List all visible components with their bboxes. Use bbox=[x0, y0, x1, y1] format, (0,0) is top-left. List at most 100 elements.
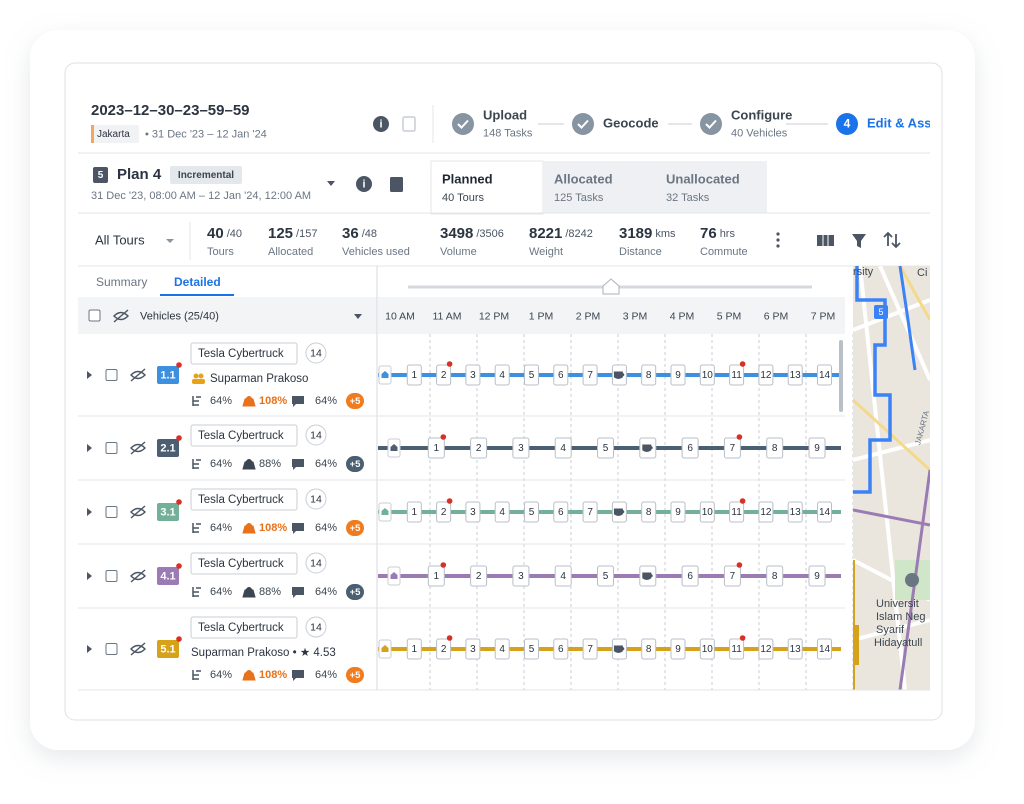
stop-number: 6 bbox=[687, 571, 693, 582]
break-icon bbox=[614, 509, 624, 516]
stat-value: 3189kms bbox=[619, 225, 676, 242]
info-icon: i bbox=[379, 118, 382, 130]
stop-alert bbox=[441, 434, 447, 440]
stat-total: /48 bbox=[362, 228, 377, 240]
comment-rate: 64% bbox=[315, 522, 337, 534]
task-count: 14 bbox=[310, 621, 322, 633]
row-checkbox[interactable] bbox=[106, 443, 117, 454]
tour-alert bbox=[176, 563, 182, 569]
vehicles-count: Vehicles (25/40) bbox=[140, 310, 219, 322]
stop-number: 10 bbox=[702, 370, 714, 381]
menu-dot[interactable] bbox=[776, 244, 779, 247]
stop-number: 13 bbox=[790, 644, 802, 655]
map-label: Syarif bbox=[876, 624, 905, 636]
stop-alert bbox=[740, 498, 746, 504]
stop-number: 14 bbox=[819, 644, 831, 655]
select-all[interactable] bbox=[89, 310, 100, 321]
stat-total: hrs bbox=[720, 228, 736, 240]
menu-dot[interactable] bbox=[776, 238, 779, 241]
row-checkbox[interactable] bbox=[106, 571, 117, 582]
row-checkbox[interactable] bbox=[106, 644, 117, 655]
tour-alert bbox=[176, 362, 182, 368]
stop-number: 3 bbox=[470, 644, 476, 655]
plan-edit-button[interactable] bbox=[390, 177, 403, 192]
stop-number: 14 bbox=[819, 507, 831, 518]
subtab-underline bbox=[160, 294, 234, 296]
stop-number: 8 bbox=[772, 443, 778, 454]
map-poi bbox=[905, 573, 919, 587]
stop-alert bbox=[447, 498, 453, 504]
task-count: 14 bbox=[310, 347, 322, 359]
driver-icon bbox=[192, 379, 205, 384]
stat-number: 8221 bbox=[529, 225, 562, 242]
stat-label: Volume bbox=[440, 246, 477, 258]
stat-label: Weight bbox=[529, 246, 563, 258]
plan-dates: 31 Dec '23, 08:00 AM – 12 Jan '24, 12:00… bbox=[91, 190, 311, 202]
stat-label: Allocated bbox=[268, 246, 313, 258]
stop-number: 5 bbox=[603, 443, 609, 454]
stop-number: 2 bbox=[476, 443, 482, 454]
columns-button[interactable] bbox=[817, 235, 834, 246]
tour-alert bbox=[176, 435, 182, 441]
city: Jakarta bbox=[97, 129, 130, 140]
scrollbar[interactable] bbox=[839, 340, 843, 412]
extra-count: +5 bbox=[350, 396, 362, 407]
stop-number: 9 bbox=[675, 507, 681, 518]
stop-alert bbox=[447, 635, 453, 641]
tab-active[interactable] bbox=[431, 161, 543, 214]
stop-number: 3 bbox=[518, 443, 524, 454]
stop-number: 12 bbox=[760, 370, 772, 381]
stop-number: 5 bbox=[529, 644, 535, 655]
stop-alert bbox=[441, 562, 447, 568]
task-count: 14 bbox=[310, 429, 322, 441]
driver-icon bbox=[194, 374, 199, 379]
map-label: 5 bbox=[878, 307, 883, 317]
step-detail: 40 Vehicles bbox=[731, 127, 788, 139]
stop-number: 8 bbox=[646, 507, 652, 518]
row-checkbox[interactable] bbox=[106, 507, 117, 518]
tab-detail: 32 Tasks bbox=[666, 192, 710, 204]
plan-name: Plan 4 bbox=[117, 166, 162, 183]
tab[interactable] bbox=[543, 161, 655, 213]
task-count: 14 bbox=[310, 557, 322, 569]
step-circle-done[interactable] bbox=[572, 113, 594, 135]
stat-number: 3498 bbox=[440, 225, 473, 242]
step-detail: 148 Tasks bbox=[483, 127, 533, 139]
step-circle-done[interactable] bbox=[452, 113, 474, 135]
tour-id: 4.1 bbox=[160, 570, 175, 582]
stat-total: /157 bbox=[296, 228, 317, 240]
time-label: 2 PM bbox=[576, 310, 601, 322]
stop-number: 4 bbox=[499, 644, 505, 655]
stat-value: 8221/8242 bbox=[529, 225, 593, 242]
stop-number: 6 bbox=[687, 443, 693, 454]
stop-number: 1 bbox=[412, 370, 418, 381]
step-label-active: Edit & Assi bbox=[867, 115, 935, 130]
break-icon bbox=[643, 573, 653, 580]
break-icon bbox=[643, 445, 653, 452]
utilization: 64% bbox=[210, 669, 232, 681]
utilization: 64% bbox=[210, 395, 232, 407]
date-range: • 31 Dec '23 – 12 Jan '24 bbox=[145, 128, 267, 140]
subtab-active[interactable]: Detailed bbox=[174, 275, 221, 289]
subtab[interactable]: Summary bbox=[96, 275, 147, 289]
stop-number: 4 bbox=[560, 443, 566, 454]
row-checkbox[interactable] bbox=[106, 370, 117, 381]
vehicle-name: Tesla Cybertruck bbox=[198, 622, 284, 634]
stop-number: 7 bbox=[730, 571, 736, 582]
step-circle-done[interactable] bbox=[700, 113, 722, 135]
run-title: 2023–12–30–23–59–59 bbox=[91, 102, 250, 119]
stat-total: /3506 bbox=[476, 228, 504, 240]
menu-dot[interactable] bbox=[776, 232, 779, 235]
time-label: 1 PM bbox=[529, 310, 554, 322]
stop-number: 7 bbox=[730, 443, 736, 454]
stat-label: Vehicles used bbox=[342, 246, 410, 258]
stop-number: 14 bbox=[819, 370, 831, 381]
tour-filter[interactable]: All Tours bbox=[95, 232, 145, 247]
stop-number: 6 bbox=[558, 507, 564, 518]
time-label: 12 PM bbox=[479, 310, 509, 322]
tab[interactable] bbox=[655, 161, 767, 213]
time-label: 3 PM bbox=[623, 310, 648, 322]
stat-label: Commute bbox=[700, 246, 748, 258]
driver-name: Suparman Prakoso • ★ 4.53 bbox=[191, 647, 336, 659]
